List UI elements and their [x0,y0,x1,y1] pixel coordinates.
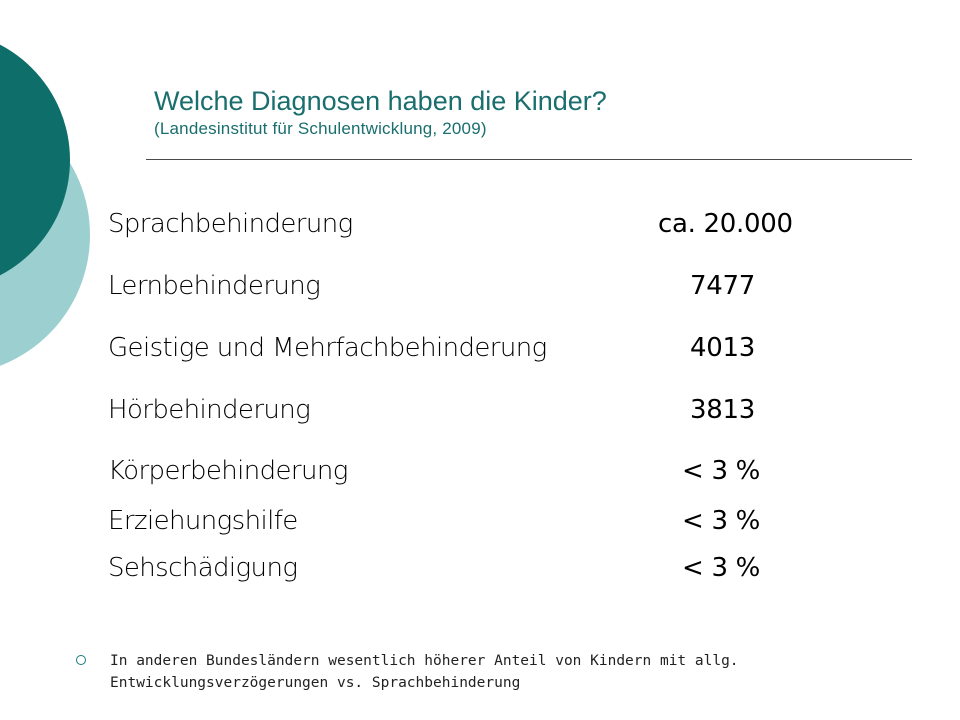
slide-subtitle: (Landesinstitut für Schulentwicklung, 20… [154,119,487,138]
title-block: Welche Diagnosen haben die Kinder? (Land… [154,84,914,140]
bullet-circle-icon [76,655,86,665]
diagnosis-row: Sehschädigung < 3 % [0,550,960,590]
diagnosis-label: Sprachbehinderung [108,209,353,239]
diagnosis-label: Lernbehinderung [108,271,321,301]
diagnosis-value: 3813 [690,395,755,425]
footnote-line: Entwicklungsverzögerungen vs. Sprachbehi… [110,675,521,691]
diagnosis-value: < 3 % [682,553,761,583]
diagnosis-row: Erziehungshilfe < 3 % [0,503,960,543]
dark-teal-circle [0,44,70,276]
diagnosis-value: ca. 20.000 [658,209,793,239]
diagnosis-value: < 3 % [682,456,761,486]
diagnosis-label: Erziehungshilfe [108,506,298,536]
title-divider [146,159,912,160]
diagnosis-row: Lernbehinderung 7477 [0,268,960,308]
diagnosis-label: Sehschädigung [108,553,298,583]
diagnosis-row: Geistige und Mehrfachbehinderung 4013 [0,330,960,370]
decorative-circles [0,44,90,366]
footnote-text: In anderen Bundesländern wesentlich höhe… [110,650,910,694]
diagnosis-row: Hörbehinderung 3813 [0,392,960,432]
diagnosis-value: 4013 [690,333,755,363]
diagnosis-label: Körperbehinderung [108,456,348,486]
diagnosis-row: Sprachbehinderung ca. 20.000 [0,206,960,246]
diagnosis-label: Hörbehinderung [108,395,311,425]
diagnosis-label: Geistige und Mehrfachbehinderung [108,333,547,363]
diagnosis-row: Körperbehinderung < 3 % [0,453,960,493]
footnote-line: In anderen Bundesländern wesentlich höhe… [110,653,739,669]
slide-title: Welche Diagnosen haben die Kinder? [154,86,607,116]
diagnosis-value: 7477 [690,271,755,301]
diagnosis-value: < 3 % [682,506,761,536]
